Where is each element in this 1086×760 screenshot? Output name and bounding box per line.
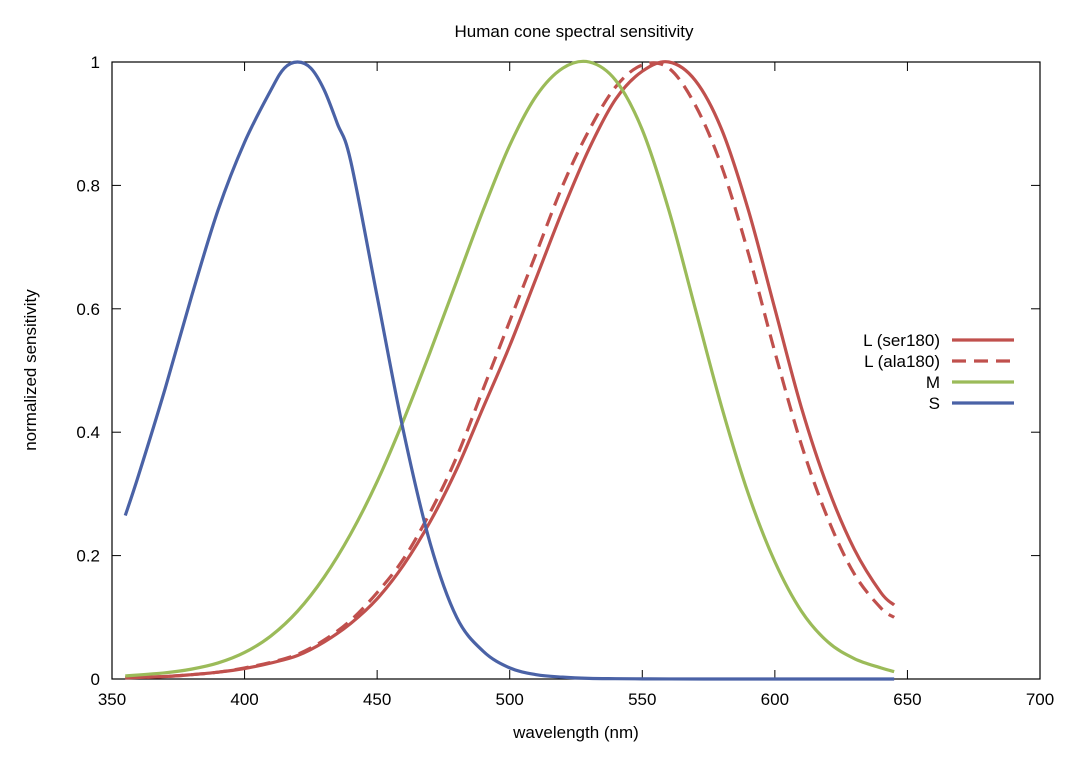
y-tick-label: 1: [91, 53, 100, 72]
legend-label: S: [929, 394, 940, 413]
x-tick-label: 600: [761, 690, 789, 709]
y-tick-label: 0.2: [76, 547, 100, 566]
x-tick-label: 450: [363, 690, 391, 709]
y-tick-label: 0.4: [76, 423, 100, 442]
x-tick-label: 700: [1026, 690, 1054, 709]
legend-label: L (ser180): [863, 331, 940, 350]
y-tick-label: 0: [91, 670, 100, 689]
x-tick-label: 550: [628, 690, 656, 709]
series-layer: [123, 59, 896, 681]
axis-ticks: 350 400 450 500 550 600 650 700 0 0.2 0.4 0.6 0.8 1: [76, 53, 1054, 709]
x-tick-label: 400: [230, 690, 258, 709]
x-tick-label: 650: [893, 690, 921, 709]
x-axis-title: wavelength (nm): [512, 723, 639, 742]
legend-label: M: [926, 373, 940, 392]
legend-label: L (ala180): [864, 352, 940, 371]
series-line-l-ser180: [125, 60, 896, 680]
chart-title: Human cone spectral sensitivity: [454, 22, 694, 41]
series-line-m: [125, 59, 895, 678]
series-line-l-ala180: [125, 61, 896, 680]
x-tick-label: 500: [496, 690, 524, 709]
y-axis-title: normalized sensitivity: [21, 289, 40, 451]
x-tick-label: 350: [98, 690, 126, 709]
series-line-s: [123, 60, 895, 681]
y-tick-label: 0.8: [76, 176, 100, 195]
y-tick-label: 0.6: [76, 300, 100, 319]
legend: L (ser180) L (ala180) MS: [863, 331, 1014, 413]
